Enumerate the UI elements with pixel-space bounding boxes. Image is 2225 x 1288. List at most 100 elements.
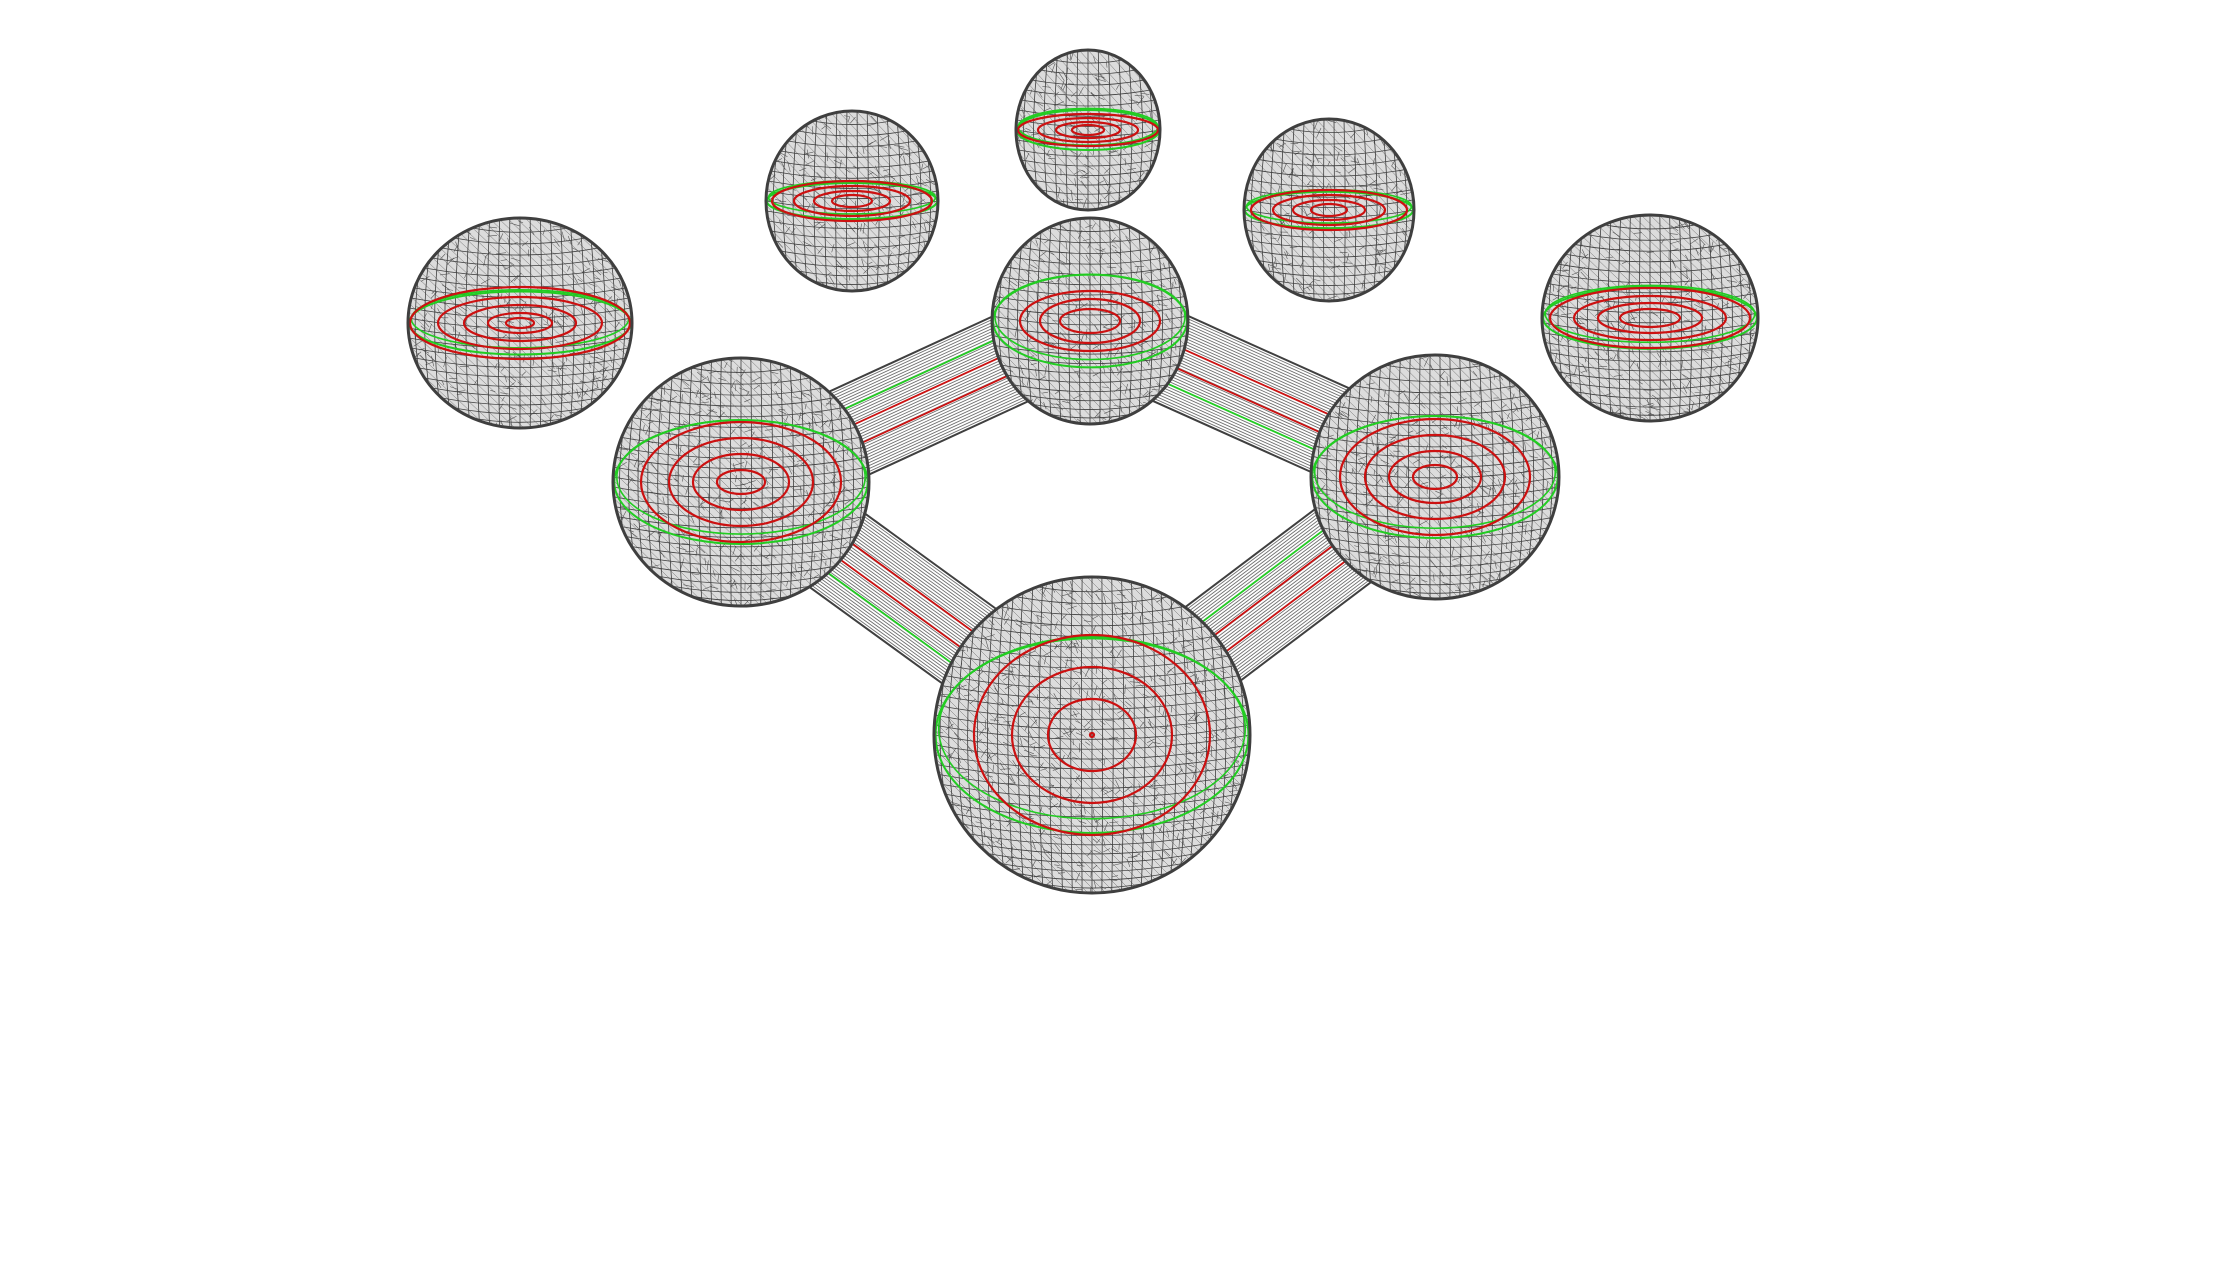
mesh-edge [1385,266,1392,271]
mesh-edge [483,256,486,267]
mesh-edge [1494,560,1497,569]
mesh-edge [870,115,878,124]
mesh-edge [1507,477,1515,487]
contour-ring [1054,120,1122,140]
mesh-edge [964,796,971,804]
mesh-edge [1099,641,1103,646]
mesh-edge [645,425,651,435]
mesh-edge [1686,380,1691,388]
contour-ring [1363,433,1507,521]
mesh-edge [885,263,891,268]
mesh-edge [1710,241,1714,253]
mesh-diagonal [934,577,963,893]
mesh-latitude [1311,466,1559,479]
mesh-edge [501,334,507,339]
mesh-edge [1722,302,1730,307]
mesh-edge [1149,782,1156,787]
mesh-edge [1303,207,1308,217]
mesh-edge [1001,697,1004,704]
contour-ring [1596,301,1704,335]
mesh-edge [1325,445,1331,454]
sphere-outline [406,216,634,430]
mesh-edge [1472,477,1476,482]
mesh-edge [1580,271,1588,279]
mesh-diagonal [1244,119,1414,301]
mesh-edge [1662,316,1665,323]
mesh-diagonal [1131,577,1250,893]
mesh-edge [855,152,860,158]
mesh-edge [1415,532,1422,534]
mesh-longitude [998,276,1003,366]
mesh-edge [1098,689,1103,700]
mesh-longitude [539,219,543,427]
mesh-edge [1110,650,1115,658]
mesh-diagonal [942,577,1250,893]
mesh-edge [1552,335,1562,343]
mesh-edge [1223,774,1229,777]
mesh-edge [1147,351,1157,358]
mesh-edge [1113,693,1117,702]
mesh-edge [455,311,461,315]
contour-ring [1271,193,1387,227]
mesh-diagonal [1739,215,1758,421]
mesh-longitude [948,658,955,812]
mesh-diagonal [408,218,579,428]
mesh-edge [1019,281,1025,284]
mesh-edge [681,543,690,545]
mesh-edge [836,260,844,269]
mesh-edge [1285,214,1293,217]
mesh-edge [1501,404,1507,408]
mesh-latitude [1342,557,1528,568]
mesh-edge [1056,403,1064,411]
mesh-edge [1183,725,1191,729]
mesh-edge [1181,644,1184,652]
mesh-edge [800,485,802,496]
mesh-edge [510,241,518,246]
mesh-edge [518,404,526,410]
mesh-edge [1474,402,1481,407]
mesh-edge [1299,259,1305,268]
mesh-diagonal [520,577,836,893]
mesh-diagonal [766,111,786,291]
mesh-edge [1095,816,1104,823]
mesh-edge [1109,821,1119,823]
mesh-diagonal [1418,355,1559,599]
mesh-edge [1669,233,1678,235]
mesh-diagonal [547,577,863,893]
mesh-longitude [1479,363,1484,591]
mesh-edge [679,445,682,456]
mesh-edge [1090,92,1095,97]
mesh-edge [826,152,829,162]
mesh-edge [707,493,710,501]
mesh-edge [1706,375,1715,384]
mesh-edge [1511,445,1514,454]
mesh-edge [1391,159,1396,167]
mesh-edge [532,354,535,366]
mesh-longitude [719,359,722,605]
mesh-edge [1117,331,1123,336]
mesh-edge [966,645,968,652]
mesh-edge [1695,248,1699,256]
mesh-edge [1109,366,1115,374]
mesh-edge [1158,853,1164,862]
mesh-edge [660,413,663,421]
mesh-edge [1071,91,1077,97]
mesh-latitude [1366,374,1504,382]
mesh-longitude [1111,578,1114,892]
mesh-edge [1656,399,1661,407]
mesh-diagonal [934,577,1080,893]
mesh-edge [1164,724,1169,734]
mesh-edge [1368,179,1377,186]
mesh-edge [1006,315,1010,322]
mesh-longitude [637,402,643,562]
mesh-edge [1092,809,1095,818]
mesh-edge [1135,601,1137,610]
mesh-edge [1043,656,1047,665]
mesh-edge [734,384,737,392]
mesh-edge [758,553,769,560]
mesh-edge [1023,623,1034,625]
mesh-edge [1095,248,1104,252]
mesh-edge [1074,276,1079,283]
mesh-edge [1152,797,1159,801]
mesh-diagonal [1542,215,1633,421]
